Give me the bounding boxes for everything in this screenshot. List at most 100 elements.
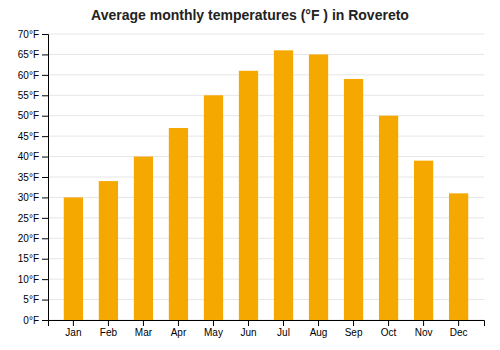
y-tick-label: 20°F [18,233,39,244]
y-tick-mark [42,279,48,280]
x-tick: Jun [240,320,256,338]
grid-line [48,95,484,96]
x-tick-mark [213,320,214,326]
y-tick-label: 55°F [18,90,39,101]
y-tick-mark [42,95,48,96]
x-tick-label: Apr [171,327,187,338]
y-tick-label: 35°F [18,172,39,183]
y-tick-mark [42,300,48,301]
bar [204,95,223,320]
y-tick-mark [42,197,48,198]
y-tick-mark [42,218,48,219]
y-tick: 20°F [18,233,48,244]
y-tick-mark [42,320,48,321]
y-tick: 40°F [18,151,48,162]
x-tick-label: Feb [100,327,118,338]
x-tick: Aug [310,320,328,338]
y-tick: 0°F [23,315,48,326]
y-tick-label: 65°F [18,49,39,60]
bar [344,79,363,320]
x-tick: Nov [415,320,433,338]
bar [414,161,433,320]
x-tick-mark [143,320,144,326]
y-axis: 0°F 5°F 10°F 15°F 20°F 25°F 30°F 35°F 40°F 45°F 50… [18,29,49,326]
y-tick-label: 45°F [18,131,39,142]
y-tick-mark [42,54,48,55]
x-tick: May [204,320,223,338]
bar [99,181,118,320]
y-tick-label: 15°F [18,253,39,264]
y-tick-label: 50°F [18,110,39,121]
grid-line [48,115,484,116]
x-tick-mark [108,320,109,326]
x-tick: Mar [135,320,153,338]
y-tick-label: 60°F [18,70,39,81]
y-tick: 60°F [18,70,48,81]
x-tick: Sep [345,320,363,338]
x-tick-label: Jul [277,327,290,338]
x-tick-label: Jun [240,327,256,338]
y-tick-mark [42,238,48,239]
y-tick: 25°F [18,213,48,224]
y-tick: 70°F [18,29,48,40]
y-tick: 5°F [23,294,48,305]
x-tick: Apr [171,320,187,338]
x-tick-mark [353,320,354,326]
y-tick-mark [42,136,48,137]
x-tick-mark [388,320,389,326]
x-tick-mark [283,320,284,326]
x-tick-mark [248,320,249,326]
x-tick-label: May [204,327,223,338]
grid-line [48,136,484,137]
plot-area: 0°F 5°F 10°F 15°F 20°F 25°F 30°F 35°F 40°F 45°F 50… [18,29,485,338]
x-tick-mark [423,320,424,326]
x-axis-line [49,321,485,327]
bar [134,157,153,320]
chart: 0°F 5°F 10°F 15°F 20°F 25°F 30°F 35°F 40°F 45°F 50… [0,0,500,350]
x-tick: Oct [381,320,397,338]
grid-line [48,156,484,157]
x-tick-label: Jan [65,327,81,338]
y-tick: 35°F [18,172,48,183]
x-tick-label: Aug [310,327,328,338]
bar [274,50,293,320]
y-tick-mark [42,34,48,35]
y-tick: 55°F [18,90,48,101]
y-tick-mark [42,75,48,76]
bar [379,116,398,320]
bar [239,71,258,320]
grid-line [48,74,484,75]
bars [64,50,468,320]
grid [48,34,484,320]
x-tick-mark [178,320,179,326]
x-tick: Dec [450,320,468,338]
x-tick-label: Mar [135,327,153,338]
y-tick-label: 10°F [18,274,39,285]
y-tick: 45°F [18,131,48,142]
y-tick-label: 70°F [18,29,39,40]
x-tick-mark [458,320,459,326]
x-tick: Jan [65,320,81,338]
bar [64,197,83,320]
y-tick-mark [42,177,48,178]
y-tick-label: 30°F [18,192,39,203]
y-tick-mark [42,259,48,260]
y-tick-mark [42,116,48,117]
x-tick-label: Dec [450,327,468,338]
title: Average monthly temperatures (°F ) in Ro… [91,7,409,23]
y-tick: 15°F [18,253,48,264]
x-tick-label: Nov [415,327,433,338]
grid-line [48,34,484,35]
x-tick: Jul [277,320,290,338]
bar [169,128,188,320]
y-axis-line [42,35,49,321]
y-tick: 65°F [18,49,48,60]
bar [449,193,468,320]
y-tick: 50°F [18,110,48,121]
grid-line [48,54,484,55]
y-tick-mark [42,157,48,158]
x-tick-label: Sep [345,327,363,338]
x-tick-mark [73,320,74,326]
x-tick-mark [318,320,319,326]
x-tick: Feb [100,320,118,338]
